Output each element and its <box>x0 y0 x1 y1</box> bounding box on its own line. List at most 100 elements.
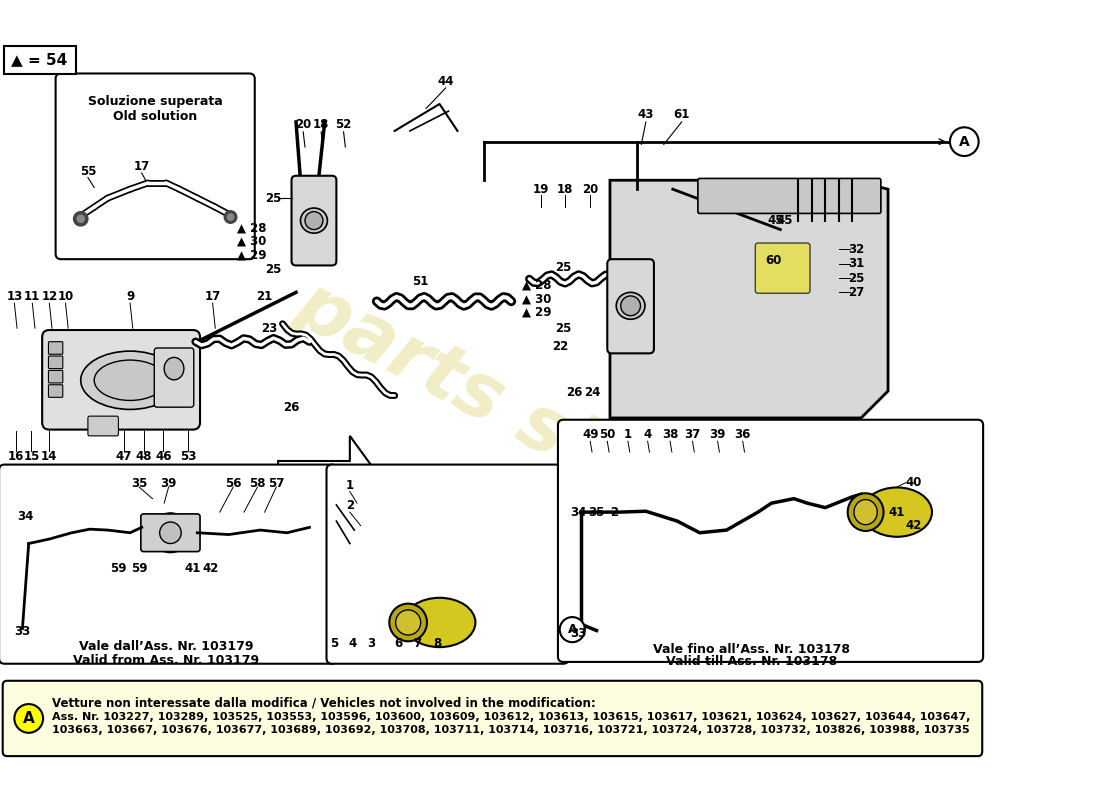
Text: 25: 25 <box>848 271 865 285</box>
Text: 53: 53 <box>180 450 197 463</box>
Text: 38: 38 <box>662 427 679 441</box>
FancyBboxPatch shape <box>42 330 200 430</box>
Text: 2: 2 <box>610 506 618 518</box>
Text: 16: 16 <box>8 450 24 463</box>
Text: A: A <box>23 711 34 726</box>
Circle shape <box>151 513 190 553</box>
Text: 3: 3 <box>367 638 375 650</box>
Text: 39: 39 <box>710 427 726 441</box>
Text: 40: 40 <box>905 476 922 489</box>
FancyBboxPatch shape <box>2 681 982 756</box>
Text: 45: 45 <box>777 214 793 227</box>
Polygon shape <box>610 180 888 418</box>
Text: 10: 10 <box>57 290 74 303</box>
FancyBboxPatch shape <box>607 259 653 354</box>
Text: 24: 24 <box>584 386 601 399</box>
Text: ▲ 30: ▲ 30 <box>522 292 552 305</box>
Ellipse shape <box>300 208 328 233</box>
Text: 13: 13 <box>7 290 22 303</box>
Ellipse shape <box>616 292 645 319</box>
Text: 61: 61 <box>673 108 690 122</box>
Circle shape <box>228 214 233 220</box>
Circle shape <box>77 215 85 222</box>
Text: 26: 26 <box>284 401 299 414</box>
Text: 56: 56 <box>226 477 242 490</box>
Text: 45: 45 <box>768 214 784 227</box>
Text: 25: 25 <box>556 261 572 274</box>
Text: 103663, 103667, 103676, 103677, 103689, 103692, 103708, 103711, 103714, 103716, : 103663, 103667, 103676, 103677, 103689, … <box>52 725 970 734</box>
Text: 5: 5 <box>330 638 338 650</box>
Text: Valid till Ass. Nr. 103178: Valid till Ass. Nr. 103178 <box>667 655 837 669</box>
Text: 57: 57 <box>268 477 285 490</box>
Text: 18: 18 <box>557 182 573 196</box>
Text: A: A <box>959 134 970 149</box>
Text: 39: 39 <box>161 477 177 490</box>
Text: 21: 21 <box>256 290 273 303</box>
Ellipse shape <box>389 604 427 642</box>
Ellipse shape <box>862 487 932 537</box>
Text: 34: 34 <box>571 506 586 518</box>
Circle shape <box>224 210 236 223</box>
Text: 35: 35 <box>131 477 147 490</box>
Text: 60: 60 <box>764 254 781 267</box>
Text: 42: 42 <box>202 562 219 575</box>
Text: 58: 58 <box>250 477 266 490</box>
FancyBboxPatch shape <box>48 370 63 383</box>
FancyBboxPatch shape <box>697 178 881 214</box>
Ellipse shape <box>848 494 883 531</box>
Text: 14: 14 <box>41 450 57 463</box>
Text: 1: 1 <box>345 478 354 492</box>
Text: Vale fino all’Ass. Nr. 103178: Vale fino all’Ass. Nr. 103178 <box>653 643 850 656</box>
Circle shape <box>160 522 182 543</box>
Text: 2: 2 <box>345 499 354 512</box>
Text: 37: 37 <box>684 427 701 441</box>
Text: 55: 55 <box>79 165 96 178</box>
Circle shape <box>560 617 585 642</box>
FancyBboxPatch shape <box>141 514 200 551</box>
Text: 36: 36 <box>735 427 751 441</box>
FancyBboxPatch shape <box>327 465 569 664</box>
Text: 25: 25 <box>556 322 572 334</box>
Text: 47: 47 <box>116 450 132 463</box>
Text: 25: 25 <box>265 192 282 205</box>
Text: 52: 52 <box>336 118 352 131</box>
Text: 22: 22 <box>552 340 569 353</box>
Text: 27: 27 <box>848 286 865 299</box>
Text: 42: 42 <box>905 519 922 532</box>
Text: 25: 25 <box>265 263 282 277</box>
Text: 18: 18 <box>312 118 329 131</box>
Text: 35: 35 <box>588 506 605 518</box>
Circle shape <box>305 212 323 230</box>
Text: ▲ 29: ▲ 29 <box>236 248 266 261</box>
Text: 6: 6 <box>394 638 403 650</box>
FancyBboxPatch shape <box>88 416 119 436</box>
Text: Vale dall’Ass. Nr. 103179: Vale dall’Ass. Nr. 103179 <box>79 640 253 653</box>
Text: ▲ 28: ▲ 28 <box>236 222 266 234</box>
Circle shape <box>950 127 979 156</box>
Text: ▲ = 54: ▲ = 54 <box>11 53 67 67</box>
Text: 15: 15 <box>23 450 40 463</box>
Text: Soluzione superata
Old solution: Soluzione superata Old solution <box>88 95 222 123</box>
FancyBboxPatch shape <box>48 385 63 398</box>
Text: 31: 31 <box>848 257 865 270</box>
Text: 41: 41 <box>185 562 201 575</box>
FancyBboxPatch shape <box>48 356 63 369</box>
Text: 34: 34 <box>16 510 33 523</box>
Text: parts shop 5: parts shop 5 <box>283 268 793 586</box>
Circle shape <box>74 212 88 226</box>
Text: 51: 51 <box>411 275 428 288</box>
Circle shape <box>14 704 43 733</box>
Circle shape <box>620 296 640 316</box>
Text: 1: 1 <box>624 427 632 441</box>
Ellipse shape <box>164 358 184 380</box>
Text: 46: 46 <box>155 450 172 463</box>
Text: 9: 9 <box>125 290 134 303</box>
FancyBboxPatch shape <box>558 420 983 662</box>
FancyBboxPatch shape <box>154 348 194 407</box>
Text: 4: 4 <box>644 427 652 441</box>
Text: 41: 41 <box>889 506 905 518</box>
Text: ▲ 29: ▲ 29 <box>522 306 552 318</box>
Text: 7: 7 <box>412 638 421 650</box>
Text: 43: 43 <box>638 108 654 122</box>
Text: 17: 17 <box>205 290 221 303</box>
